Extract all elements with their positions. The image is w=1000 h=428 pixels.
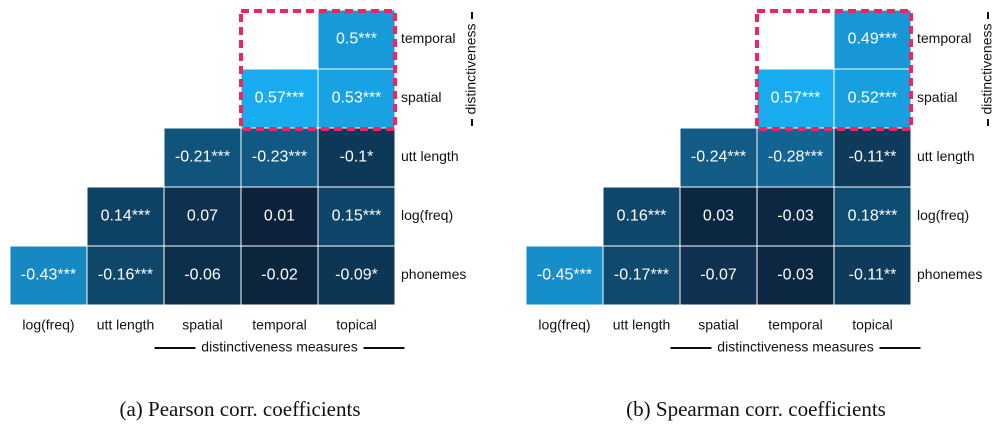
cell-label: 0.5***	[336, 31, 377, 48]
cell-label: -0.16***	[98, 267, 153, 284]
caption: (b) Spearman corr. coefficients	[626, 397, 886, 421]
heatmap-cell	[525, 245, 604, 306]
heatmap-cell	[833, 68, 912, 129]
cell-label: -0.11**	[849, 149, 897, 166]
heatmap-cell	[756, 186, 835, 247]
y-group-label: distinctiveness	[979, 23, 995, 114]
heatmap-cell	[756, 245, 835, 306]
heatmap-cell	[163, 127, 242, 188]
cell-label: 0.14***	[101, 208, 151, 225]
x-group-label: distinctiveness measures	[717, 339, 873, 355]
x-tick-label: temporal	[768, 317, 822, 333]
cell-label: -0.03	[777, 208, 814, 225]
cell-label: -0.43***	[21, 267, 76, 284]
cell-label: -0.45***	[537, 267, 592, 284]
cell-label: -0.03	[777, 267, 814, 284]
x-tick-label: log(freq)	[538, 317, 590, 333]
cell-label: -0.23***	[252, 149, 307, 166]
heatmap-cell	[679, 186, 758, 247]
cell-label: -0.1*	[340, 149, 374, 166]
x-tick-label: utt length	[613, 317, 671, 333]
heatmap-cell	[679, 127, 758, 188]
heatmap-cell	[163, 186, 242, 247]
heatmap-cell	[679, 245, 758, 306]
x-tick-label: spatial	[698, 317, 738, 333]
cell-label: -0.17***	[614, 267, 669, 284]
cell-label: 0.18***	[848, 208, 898, 225]
cell-label: 0.57***	[771, 90, 821, 107]
y-group-label: distinctiveness	[463, 23, 479, 114]
heatmap-cell	[602, 245, 681, 306]
heatmap-cell	[240, 245, 319, 306]
heatmap-cell	[756, 68, 835, 129]
heatmap-cell	[833, 245, 912, 306]
y-tick-label: phonemes	[401, 266, 466, 282]
highlight-box	[755, 9, 913, 131]
y-tick-label: spatial	[917, 89, 957, 105]
cell-label: -0.21***	[175, 149, 230, 166]
y-tick-label: temporal	[401, 30, 455, 46]
cell-label: 0.52***	[848, 90, 898, 107]
cell-label: -0.06	[184, 267, 221, 284]
heatmap-cell	[317, 68, 396, 129]
panel: 0.49*** temporal 0.57*** 0.52*** spatial -0.2…	[525, 9, 995, 421]
heatmap-cell	[163, 245, 242, 306]
heatmap-cell	[833, 9, 912, 70]
y-tick-label: log(freq)	[917, 207, 969, 223]
heatmap-cell	[756, 127, 835, 188]
y-tick-label: utt length	[917, 148, 975, 164]
y-tick-label: log(freq)	[401, 207, 453, 223]
y-tick-label: utt length	[401, 148, 459, 164]
cell-label: 0.07	[187, 208, 218, 225]
cell-label: -0.09*	[335, 267, 378, 284]
heatmap-cell	[317, 127, 396, 188]
cell-label: 0.53***	[332, 90, 382, 107]
cell-label: -0.28***	[768, 149, 823, 166]
cell-label: 0.57***	[255, 90, 305, 107]
cell-label: -0.07	[700, 267, 737, 284]
heatmap-cell	[317, 245, 396, 306]
heatmap-cell	[86, 245, 165, 306]
cell-label: -0.02	[261, 267, 298, 284]
y-tick-label: temporal	[917, 30, 971, 46]
cell-label: 0.15***	[332, 208, 382, 225]
cell-label: 0.03	[703, 208, 734, 225]
x-tick-label: utt length	[97, 317, 155, 333]
cell-label: 0.01	[264, 208, 295, 225]
heatmap-cell	[833, 127, 912, 188]
heatmap-cell	[240, 68, 319, 129]
caption: (a) Pearson corr. coefficients	[119, 397, 360, 421]
highlight-box	[239, 9, 397, 131]
heatmap-cell	[833, 186, 912, 247]
x-tick-label: temporal	[252, 317, 306, 333]
cell-label: -0.11**	[849, 267, 897, 284]
x-tick-label: topical	[852, 317, 892, 333]
cell-label: -0.24***	[691, 149, 746, 166]
cell-label: 0.49***	[848, 31, 898, 48]
heatmap-cell	[317, 9, 396, 70]
x-tick-label: topical	[336, 317, 376, 333]
y-tick-label: phonemes	[917, 266, 982, 282]
x-group-label: distinctiveness measures	[201, 339, 357, 355]
heatmap-cell	[602, 186, 681, 247]
panel: 0.5*** temporal 0.57*** 0.53*** spatial -0.21…	[9, 9, 479, 421]
y-tick-label: spatial	[401, 89, 441, 105]
cell-label: 0.16***	[617, 208, 667, 225]
heatmap-cell	[317, 186, 396, 247]
x-tick-label: log(freq)	[22, 317, 74, 333]
x-tick-label: spatial	[182, 317, 222, 333]
